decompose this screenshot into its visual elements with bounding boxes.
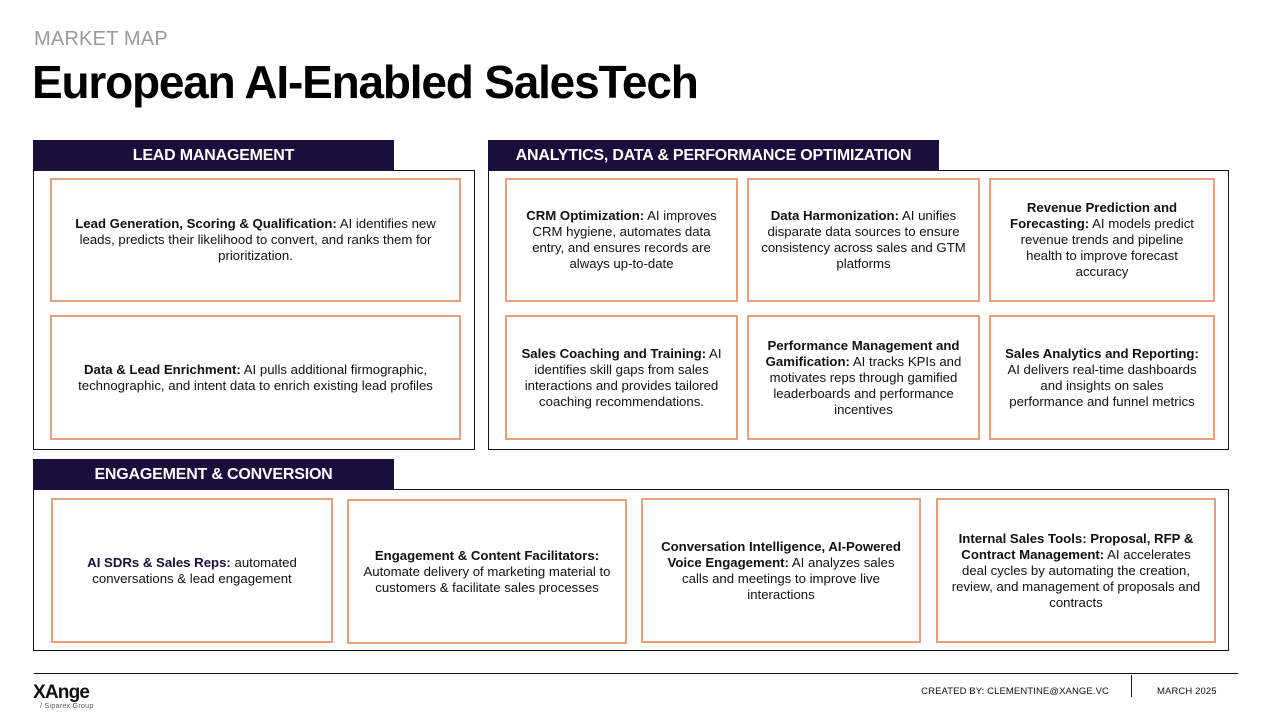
card-body: AI delivers real-time dashboards and ins… bbox=[1007, 361, 1197, 409]
card-sales-coaching: Sales Coaching and Training: AI identifi… bbox=[505, 315, 738, 440]
card-title: Lead Generation, Scoring & Qualification… bbox=[75, 216, 337, 231]
footer-divider bbox=[1131, 675, 1132, 697]
card-internal-sales-tools: Internal Sales Tools: Proposal, RFP & Co… bbox=[936, 498, 1216, 643]
card-title: Sales Analytics and Reporting: bbox=[1005, 345, 1199, 361]
card-body: automated conversations & lead engagemen… bbox=[92, 554, 297, 586]
card-title: Internal Sales Tools: Proposal, RFP & Co… bbox=[958, 530, 1194, 562]
card-body: AI identifies skill gaps from sales inte… bbox=[524, 345, 722, 409]
card-data-harmonization: Data Harmonization: AI unifies disparate… bbox=[747, 178, 980, 302]
card-body: AI models predict revenue trends and pip… bbox=[1020, 216, 1194, 279]
card-sales-analytics: Sales Analytics and Reporting: AI delive… bbox=[989, 315, 1215, 440]
section-header-analytics: ANALYTICS, DATA & PERFORMANCE OPTIMIZATI… bbox=[488, 140, 939, 171]
card-performance-management: Performance Management and Gamification:… bbox=[747, 315, 980, 440]
market-map-kicker: MARKET MAP bbox=[34, 28, 168, 50]
date-text: MARCH 2025 bbox=[1157, 686, 1217, 697]
card-body: AI tracks KPIs and motivates reps throug… bbox=[769, 353, 962, 417]
card-title: Sales Coaching and Training: bbox=[521, 345, 707, 361]
card-lead-generation: Lead Generation, Scoring & Qualification… bbox=[50, 178, 461, 302]
card-title: Data Harmonization: bbox=[770, 208, 900, 223]
card-title: Conversation Intelligence, AI-Powered Vo… bbox=[661, 538, 901, 570]
card-body: AI identifies new leads, predicts their … bbox=[79, 216, 436, 263]
card-body: AI analyzes sales calls and meetings to … bbox=[682, 554, 895, 602]
card-revenue-prediction: Revenue Prediction and Forecasting: AI m… bbox=[989, 178, 1215, 302]
card-ai-sdrs: AI SDRs & Sales Reps: automated conversa… bbox=[51, 498, 333, 643]
card-title: AI SDRs & Sales Reps: bbox=[87, 554, 231, 570]
section-header-lead-management: LEAD MANAGEMENT bbox=[33, 140, 394, 171]
card-crm-optimization: CRM Optimization: AI improves CRM hygien… bbox=[505, 178, 738, 302]
card-engagement-content: Engagement & Content Facilitators: Autom… bbox=[347, 499, 627, 644]
card-title: CRM Optimization: bbox=[526, 208, 645, 223]
card-body: AI pulls additional firmographic, techno… bbox=[78, 361, 433, 393]
card-title: Performance Management and Gamification: bbox=[765, 337, 960, 369]
card-title: Data & Lead Enrichment: bbox=[83, 361, 241, 377]
card-title: Engagement & Content Facilitators: bbox=[374, 547, 600, 563]
section-header-engagement: ENGAGEMENT & CONVERSION bbox=[33, 459, 394, 490]
card-lead-enrichment: Data & Lead Enrichment: AI pulls additio… bbox=[50, 315, 461, 440]
card-body: AI unifies disparate data sources to ens… bbox=[761, 208, 966, 271]
card-body: Automate delivery of marketing material … bbox=[363, 563, 611, 595]
card-body: AI improves CRM hygiene, automates data … bbox=[532, 208, 717, 271]
page-title: European AI-Enabled SalesTech bbox=[32, 56, 699, 108]
xange-logo: XAnge bbox=[33, 682, 90, 703]
card-title: Revenue Prediction and Forecasting: bbox=[1010, 200, 1178, 231]
logo-subtitle: / Siparex Group bbox=[40, 703, 94, 710]
footer-rule bbox=[34, 673, 1238, 674]
credit-text: CREATED BY: CLEMENTINE@XANGE.VC bbox=[921, 686, 1109, 697]
card-conversation-intelligence: Conversation Intelligence, AI-Powered Vo… bbox=[641, 498, 921, 643]
card-body: AI accelerates deal cycles by automating… bbox=[951, 546, 1201, 610]
